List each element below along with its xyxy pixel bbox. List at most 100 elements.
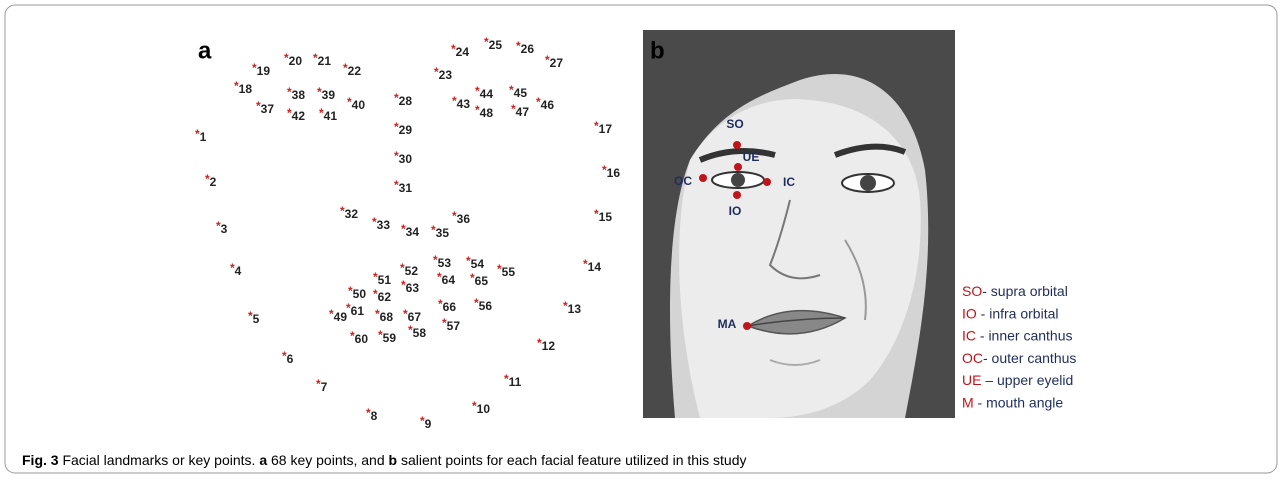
landmark: *62 bbox=[373, 287, 391, 304]
landmark-marker: * bbox=[484, 35, 489, 49]
landmark-marker: * bbox=[466, 254, 471, 268]
mouth-line bbox=[747, 317, 846, 327]
landmark-marker: * bbox=[451, 42, 456, 56]
landmark-marker: * bbox=[420, 414, 425, 428]
landmark: *39 bbox=[317, 85, 335, 102]
landmark: *33 bbox=[372, 215, 390, 232]
landmark: *63 bbox=[401, 278, 419, 295]
landmark: *43 bbox=[452, 94, 470, 111]
salient-dot bbox=[743, 322, 751, 330]
landmark-marker: * bbox=[205, 172, 210, 186]
legend-abbr: SO bbox=[962, 283, 982, 299]
landmark: *22 bbox=[343, 61, 361, 78]
landmark-number: 68 bbox=[380, 310, 394, 324]
landmark-number: 37 bbox=[261, 102, 275, 116]
legend-abbr: M bbox=[962, 394, 974, 410]
landmark-marker: * bbox=[348, 284, 353, 298]
landmark: *31 bbox=[394, 178, 412, 195]
iris bbox=[731, 173, 745, 187]
landmark: *45 bbox=[509, 83, 527, 100]
landmark-number: 11 bbox=[509, 375, 522, 389]
nose bbox=[768, 199, 821, 280]
landmark-number: 14 bbox=[588, 260, 602, 274]
landmark: *64 bbox=[437, 270, 455, 287]
landmark-marker: * bbox=[475, 103, 480, 117]
salient-dot bbox=[733, 191, 741, 199]
landmark: *6 bbox=[282, 349, 294, 366]
landmark-number: 3 bbox=[221, 222, 228, 236]
legend-abbr: UE bbox=[962, 372, 981, 388]
landmark-marker: * bbox=[230, 261, 235, 275]
landmark-number: 16 bbox=[607, 166, 621, 180]
landmark-marker: * bbox=[394, 149, 399, 163]
landmark-number: 63 bbox=[406, 281, 420, 295]
landmark-marker: * bbox=[403, 307, 408, 321]
landmark-number: 33 bbox=[377, 218, 391, 232]
landmark-number: 12 bbox=[542, 339, 556, 353]
landmark-marker: * bbox=[452, 209, 457, 223]
legend-abbr: IC bbox=[962, 327, 976, 343]
legend-abbr: OC bbox=[962, 350, 983, 366]
landmark-number: 4 bbox=[235, 264, 242, 278]
landmark-marker: * bbox=[340, 204, 345, 218]
landmark-number: 25 bbox=[489, 38, 503, 52]
landmark-marker: * bbox=[594, 119, 599, 133]
landmark-marker: * bbox=[317, 85, 322, 99]
landmark: *65 bbox=[470, 271, 488, 288]
landmarks: *1*2*3*4*5*6*7*8 *9*10*11*12*13*14*15*16*… bbox=[195, 35, 620, 431]
landmark-marker: * bbox=[475, 84, 480, 98]
landmark-number: 5 bbox=[253, 312, 260, 326]
landmark: *54 bbox=[466, 254, 484, 271]
cheek-line bbox=[844, 239, 867, 321]
landmark-marker: * bbox=[373, 270, 378, 284]
salient-label: UE bbox=[743, 150, 760, 164]
landmark-marker: * bbox=[252, 61, 257, 75]
landmark: *15 bbox=[594, 207, 612, 224]
landmark-marker: * bbox=[516, 39, 521, 53]
landmark: *7 bbox=[316, 377, 328, 394]
landmark: *1 bbox=[195, 127, 207, 144]
landmark-marker: * bbox=[602, 163, 607, 177]
landmark-number: 47 bbox=[516, 105, 530, 119]
landmark: *68 bbox=[375, 307, 393, 324]
legend-entry: UE – upper eyelid bbox=[962, 372, 1073, 388]
landmark-number: 20 bbox=[289, 54, 303, 68]
landmark-number: 41 bbox=[324, 109, 338, 123]
salient-label: OC bbox=[674, 174, 692, 188]
landmark-number: 57 bbox=[447, 319, 461, 333]
landmark-marker: * bbox=[346, 301, 351, 315]
landmark: *21 bbox=[313, 51, 331, 68]
landmark: *4 bbox=[230, 261, 242, 278]
landmark-number: 54 bbox=[471, 257, 485, 271]
landmark-marker: * bbox=[437, 270, 442, 284]
landmark: *35 bbox=[431, 223, 449, 240]
landmark-number: 1 bbox=[200, 130, 207, 144]
landmark: *2 bbox=[205, 172, 217, 189]
landmark: *18 bbox=[234, 79, 252, 96]
landmark: *8 bbox=[366, 406, 378, 423]
landmark: *59 bbox=[378, 328, 396, 345]
landmark-marker: * bbox=[536, 95, 541, 109]
landmark-number: 58 bbox=[413, 326, 427, 340]
landmark-number: 60 bbox=[355, 332, 369, 346]
landmark: *38 bbox=[287, 85, 305, 102]
legend-entry: OC- outer canthus bbox=[962, 350, 1076, 366]
landmark: *14 bbox=[583, 257, 601, 274]
landmark-number: 35 bbox=[436, 226, 450, 240]
legend-entry: IC - inner canthus bbox=[962, 327, 1073, 343]
landmark-number: 29 bbox=[399, 123, 413, 137]
landmark-number: 28 bbox=[399, 94, 413, 108]
landmark-marker: * bbox=[234, 79, 239, 93]
landmark-marker: * bbox=[509, 83, 514, 97]
landmark-number: 62 bbox=[378, 290, 392, 304]
salient-dot bbox=[763, 178, 771, 186]
landmark-marker: * bbox=[401, 278, 406, 292]
landmark: *29 bbox=[394, 120, 412, 137]
landmark-number: 48 bbox=[480, 106, 494, 120]
landmark-number: 46 bbox=[541, 98, 555, 112]
legend-text: - infra orbital bbox=[977, 305, 1059, 321]
salient-label: IO bbox=[729, 204, 742, 218]
legend-entry: IO - infra orbital bbox=[962, 305, 1058, 321]
landmark-marker: * bbox=[287, 85, 292, 99]
